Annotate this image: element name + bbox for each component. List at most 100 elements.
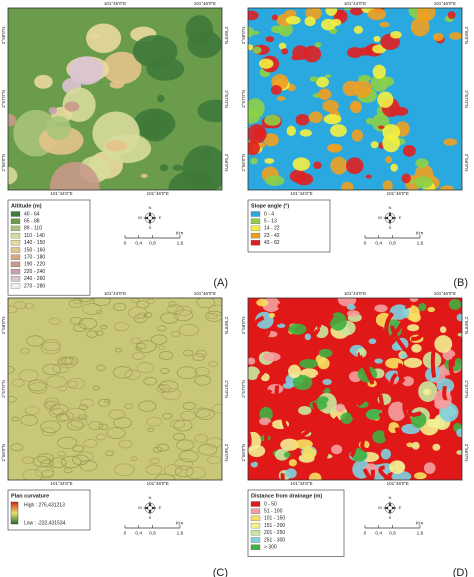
texture — [409, 312, 421, 323]
stream — [388, 318, 406, 340]
legend-label: 251 - 300 — [264, 537, 285, 543]
coord-right: 2°57'0"N — [224, 380, 229, 398]
compass-letter: W — [138, 505, 142, 510]
texture — [456, 450, 462, 455]
texture — [11, 378, 25, 387]
stream — [362, 468, 375, 480]
texture — [268, 312, 275, 318]
legend-label: 14 - 22 — [264, 226, 280, 232]
scale-label: 0 — [124, 530, 127, 536]
texture — [92, 298, 111, 307]
texture — [34, 74, 53, 89]
texture — [178, 323, 199, 337]
legend-label: 220 - 240 — [24, 269, 45, 275]
texture — [18, 369, 39, 382]
texture — [449, 32, 462, 40]
texture — [194, 434, 209, 443]
texture — [145, 464, 163, 475]
legend-label: 5 - 13 — [264, 219, 277, 225]
stream — [444, 434, 453, 457]
texture — [346, 310, 360, 317]
texture — [408, 179, 416, 184]
texture — [255, 311, 274, 329]
coord-right: 2°58'0"N — [224, 27, 229, 45]
stream — [254, 386, 273, 399]
legend-label: 89 - 110 — [24, 226, 42, 232]
compass-star — [383, 211, 397, 225]
texture — [152, 446, 163, 453]
texture — [288, 364, 301, 379]
texture — [46, 116, 71, 141]
compass-letter: S — [389, 515, 392, 520]
texture — [172, 432, 186, 441]
stream — [357, 351, 375, 385]
texture — [26, 335, 45, 347]
texture — [299, 129, 312, 137]
texture — [298, 405, 312, 415]
coord-right: 2°58'0"N — [464, 317, 469, 335]
stream — [367, 412, 385, 429]
texture — [112, 366, 133, 379]
texture — [197, 99, 222, 123]
coord-left: 2°56'0"N — [241, 154, 246, 172]
texture — [374, 304, 388, 313]
texture — [48, 106, 57, 115]
texture — [118, 439, 133, 449]
texture — [146, 298, 156, 305]
legend-label: 170 - 180 — [24, 255, 45, 261]
texture — [318, 348, 333, 358]
texture — [143, 376, 158, 386]
texture — [8, 365, 15, 374]
texture — [285, 15, 301, 25]
texture — [276, 96, 286, 101]
texture — [417, 12, 430, 23]
texture — [373, 35, 381, 43]
texture — [124, 369, 141, 380]
texture — [136, 362, 155, 374]
legend-swatch — [10, 276, 21, 282]
texture — [294, 439, 313, 449]
legend-swatch — [250, 515, 261, 522]
texture — [206, 437, 222, 448]
stream — [442, 385, 448, 401]
legend-label: 23 - 42 — [264, 233, 280, 239]
texture — [448, 298, 462, 310]
texture — [374, 358, 383, 364]
texture — [271, 25, 283, 34]
compass-letter: W — [138, 215, 142, 220]
panel: 101°44'0"E 101°46'0"E 101°44'0"E 101°46'0"E… — [1, 291, 229, 577]
texture — [288, 323, 307, 335]
legend-swatch — [10, 232, 21, 239]
texture — [308, 111, 323, 124]
compass-letter: N — [149, 205, 152, 210]
texture — [299, 359, 318, 369]
texture — [175, 305, 192, 316]
texture — [64, 101, 80, 112]
compass-letter: E — [399, 215, 402, 220]
texture — [106, 427, 126, 439]
scale-unit: Km — [416, 230, 423, 236]
texture — [456, 313, 462, 322]
texture — [423, 462, 436, 474]
texture — [10, 443, 24, 452]
texture — [8, 305, 18, 314]
texture — [365, 117, 375, 125]
texture — [159, 351, 174, 360]
texture — [8, 113, 17, 127]
legend-label: 43 - 82 — [264, 240, 280, 246]
texture — [182, 402, 196, 410]
stream — [394, 383, 410, 395]
texture — [42, 363, 61, 376]
coord-top: 101°46'0"E — [194, 291, 216, 296]
coord-right: 2°56'0"N — [224, 154, 229, 172]
texture — [24, 405, 40, 415]
texture — [367, 8, 387, 21]
coord-left: 2°56'0"N — [1, 154, 6, 172]
texture — [70, 316, 83, 325]
texture — [124, 403, 134, 409]
map — [248, 298, 462, 480]
legend-title: Slope angle (°) — [251, 203, 289, 209]
texture — [179, 450, 199, 463]
coord-bottom: 101°44'0"E — [290, 481, 312, 486]
stream — [397, 363, 406, 384]
